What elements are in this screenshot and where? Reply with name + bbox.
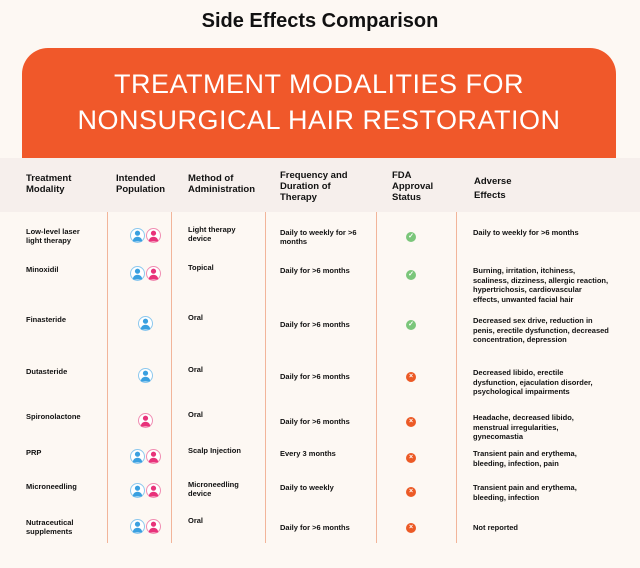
frequency: Daily for >6 months <box>280 320 350 329</box>
frequency: Daily to weekly for >6 months <box>280 228 357 246</box>
divider <box>376 212 377 543</box>
divider <box>456 212 457 543</box>
female-icon <box>145 519 161 534</box>
adverse-effects: Decreased libido, erectile dysfunction, … <box>473 368 593 396</box>
check-icon: ✓ <box>406 270 416 280</box>
modality-name: Minoxidil <box>26 265 59 274</box>
modality-name: Microneedling <box>26 482 77 491</box>
male-icon <box>129 266 145 281</box>
male-icon <box>129 483 145 498</box>
population <box>121 368 169 383</box>
female-icon <box>145 449 161 464</box>
population <box>121 413 169 428</box>
frequency: Daily for >6 months <box>280 372 350 381</box>
female-icon <box>145 266 161 281</box>
female-icon <box>145 228 161 243</box>
adverse-effects: Transient pain and erythema, bleeding, i… <box>473 449 577 468</box>
adverse-effects: Not reported <box>473 523 518 532</box>
population <box>121 266 169 281</box>
modality-name: PRP <box>26 448 42 457</box>
population <box>121 449 169 464</box>
male-icon <box>129 228 145 243</box>
method: Scalp Injection <box>188 446 241 455</box>
header-fda: FDA Approval Status <box>392 170 434 203</box>
method: Microneedling device <box>188 480 239 498</box>
male-icon <box>129 449 145 464</box>
modality-name: Nutraceutical supplements <box>26 518 74 536</box>
frequency: Daily for >6 months <box>280 266 350 275</box>
method: Oral <box>188 410 204 419</box>
female-icon <box>145 483 161 498</box>
x-icon: × <box>406 417 416 427</box>
banner-line-1: TREATMENT MODALITIES FOR <box>113 69 525 99</box>
x-icon: × <box>406 487 416 497</box>
method: Topical <box>188 263 214 272</box>
male-icon <box>129 519 145 534</box>
divider <box>107 212 108 543</box>
x-icon: × <box>406 372 416 382</box>
page-title: Side Effects Comparison <box>201 10 439 32</box>
modality-name: Dutasteride <box>26 367 68 376</box>
population <box>121 228 169 243</box>
adverse-effects: Burning, irritation, itchiness, scalines… <box>473 266 609 304</box>
adverse-effects: Headache, decreased libido, menstrual ir… <box>473 413 574 441</box>
population <box>121 316 169 331</box>
x-icon: × <box>406 453 416 463</box>
header-population: Intended Population <box>116 173 166 195</box>
modality-name: Spironolactone <box>26 412 81 421</box>
male-icon <box>137 316 153 331</box>
method: Oral <box>188 516 204 525</box>
adverse-effects: Decreased sex drive, reduction in penis,… <box>473 316 609 344</box>
banner-line-2: NONSURGICAL HAIR RESTORATION <box>77 105 561 135</box>
population <box>121 519 169 534</box>
method: Oral <box>188 365 204 374</box>
divider <box>265 212 266 543</box>
header-treatment: Treatment Modality <box>26 173 72 195</box>
adverse-effects: Daily to weekly for >6 months <box>473 228 579 237</box>
check-icon: ✓ <box>406 232 416 242</box>
frequency: Daily for >6 months <box>280 523 350 532</box>
method: Oral <box>188 313 204 322</box>
table-header <box>0 158 640 212</box>
x-icon: × <box>406 523 416 533</box>
modality-name: Finasteride <box>26 315 67 324</box>
frequency: Every 3 months <box>280 449 336 458</box>
female-icon <box>137 413 153 428</box>
header-frequency: Frequency and Duration of Therapy <box>280 170 348 203</box>
frequency: Daily for >6 months <box>280 417 350 426</box>
method: Light therapy device <box>188 225 236 243</box>
header-method: Method of Administration <box>188 173 256 195</box>
check-icon: ✓ <box>406 320 416 330</box>
banner: TREATMENT MODALITIES FOR NONSURGICAL HAI… <box>22 48 616 158</box>
modality-name: Low-level laser light therapy <box>26 227 80 245</box>
male-icon <box>137 368 153 383</box>
population <box>121 483 169 498</box>
adverse-effects: Transient pain and erythema, bleeding, i… <box>473 483 577 502</box>
divider <box>171 212 172 543</box>
header-adverse: Adverse Effects <box>474 176 512 201</box>
frequency: Daily to weekly <box>280 483 334 492</box>
